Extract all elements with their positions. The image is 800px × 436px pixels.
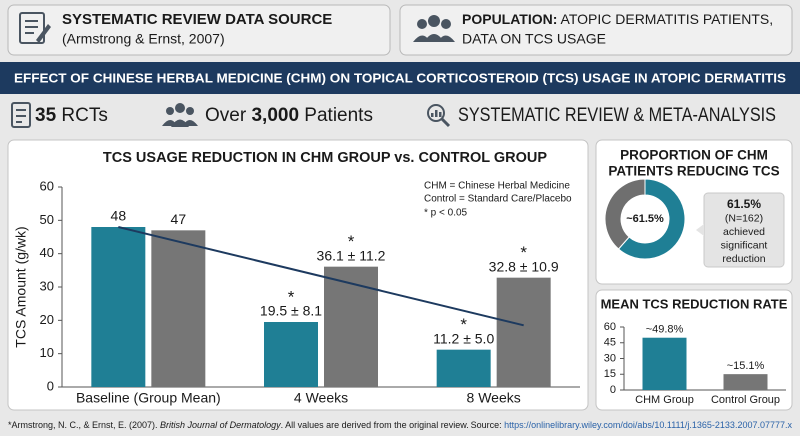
chart-title: TCS USAGE REDUCTION IN CHM GROUP vs. CON… bbox=[103, 150, 547, 166]
bar bbox=[436, 349, 491, 387]
bar bbox=[324, 266, 378, 387]
stat-text: Patients bbox=[304, 105, 373, 126]
source-label: Source: bbox=[471, 420, 505, 430]
document-icon bbox=[19, 12, 51, 44]
footer-source: Source: https://onlinelibrary.wiley.com/… bbox=[471, 420, 793, 430]
bar bbox=[264, 322, 318, 387]
donut-center-label: ~61.5% bbox=[626, 213, 664, 225]
y-axis-label: TCS Amount (g/wk) bbox=[13, 226, 29, 347]
x-tick-label: Baseline (Group Mean) bbox=[76, 390, 221, 406]
y-tick-label: 50 bbox=[40, 212, 54, 227]
value-label: 19.5 ± 8.1 bbox=[260, 303, 322, 319]
stat-prefix: Over bbox=[205, 105, 247, 126]
stat-rcts: 35 RCTs bbox=[35, 105, 108, 126]
citation-text: *Armstrong, N. C., & Ernst, E. (2007). bbox=[8, 420, 160, 430]
donut-slice bbox=[617, 178, 686, 260]
y-tick-label: 20 bbox=[40, 312, 54, 327]
value-label: 11.2 ± 5.0 bbox=[433, 330, 494, 346]
callout-text: reduction bbox=[722, 253, 765, 265]
note: CHM = Chinese Herbal Medicine bbox=[424, 181, 570, 192]
footer-citation: *Armstrong, N. C., & Ernst, E. (2007). B… bbox=[8, 420, 469, 430]
source-text: (Armstrong & Ernst, 2007) bbox=[62, 31, 225, 47]
stat-patients: Over 3,000 Patients bbox=[205, 105, 373, 126]
banner-title: EFFECT OF CHINESE HERBAL MEDICINE (CHM) … bbox=[14, 70, 786, 85]
bar bbox=[151, 230, 206, 387]
bar bbox=[91, 227, 146, 387]
source-box bbox=[7, 4, 391, 56]
y-tick-label: 30 bbox=[604, 352, 616, 364]
chart-title: PROPORTION OF CHM bbox=[620, 148, 768, 163]
population-label: POPULATION: bbox=[462, 11, 557, 27]
source-label: SYSTEMATIC REVIEW DATA SOURCE bbox=[62, 11, 332, 28]
donut-slice bbox=[604, 178, 646, 250]
x-tick-label: CHM Group bbox=[635, 394, 694, 406]
population-box bbox=[399, 4, 793, 56]
callout-text: significant bbox=[721, 239, 768, 251]
chart-title: MEAN TCS REDUCTION RATE bbox=[601, 296, 788, 311]
bar bbox=[642, 337, 687, 390]
note: * p < 0.05 bbox=[424, 208, 468, 219]
significance-marker: * bbox=[520, 243, 527, 262]
y-tick-label: 40 bbox=[40, 245, 54, 260]
y-tick-label: 60 bbox=[40, 178, 54, 193]
chart-title: PATIENTS REDUCING TCS bbox=[608, 164, 779, 179]
y-tick-label: 10 bbox=[40, 345, 54, 360]
stat-number: 35 bbox=[35, 105, 57, 126]
callout-pointer bbox=[696, 224, 704, 236]
stat-number: 3,000 bbox=[251, 105, 299, 126]
stat-text: RCTs bbox=[61, 105, 107, 126]
stat-method: SYSTEMATIC REVIEW & META-ANALYSIS bbox=[458, 105, 776, 126]
population-line: ATOPIC DERMATITIS PATIENTS, bbox=[561, 11, 774, 27]
y-tick-label: 30 bbox=[40, 278, 54, 293]
people-icon bbox=[413, 15, 455, 42]
value-label: 36.1 ± 11.2 bbox=[317, 247, 386, 263]
value-label: 48 bbox=[111, 208, 127, 224]
source-link[interactable]: https://onlinelibrary.wiley.com/doi/abs/… bbox=[504, 420, 792, 430]
value-label: 47 bbox=[171, 211, 187, 227]
value-label: 32.8 ± 10.9 bbox=[489, 258, 559, 274]
significance-marker: * bbox=[288, 287, 295, 306]
people-icon bbox=[162, 103, 198, 127]
significance-marker: * bbox=[348, 232, 355, 251]
analysis-icon bbox=[427, 104, 451, 128]
note: Control = Standard Care/Placebo bbox=[424, 194, 572, 205]
y-tick-label: 0 bbox=[610, 384, 616, 396]
bar bbox=[723, 374, 768, 390]
y-tick-label: 15 bbox=[604, 368, 616, 380]
banner-bar bbox=[0, 62, 800, 94]
value-label: ~49.8% bbox=[646, 324, 684, 336]
callout-text: 61.5% bbox=[727, 197, 761, 211]
y-tick-label: 0 bbox=[47, 378, 54, 393]
bar bbox=[496, 277, 551, 387]
significance-marker: * bbox=[460, 315, 467, 334]
y-tick-label: 60 bbox=[604, 321, 616, 333]
citation-text: . All values are derived from the origin… bbox=[281, 420, 469, 430]
trend-line bbox=[118, 226, 524, 327]
y-tick-label: 45 bbox=[604, 337, 616, 349]
checklist-icon bbox=[11, 102, 31, 128]
x-tick-label: 4 Weeks bbox=[294, 390, 348, 406]
journal: British Journal of Dermatology bbox=[160, 420, 281, 430]
x-tick-label: Control Group bbox=[711, 394, 780, 406]
callout-text: (N=162) bbox=[725, 212, 763, 224]
population-line: DATA ON TCS USAGE bbox=[462, 31, 606, 47]
value-label: ~15.1% bbox=[727, 360, 765, 372]
x-tick-label: 8 Weeks bbox=[467, 390, 521, 406]
population-text: POPULATION: ATOPIC DERMATITIS PATIENTS, bbox=[462, 11, 773, 27]
callout-text: achieved bbox=[723, 226, 765, 238]
